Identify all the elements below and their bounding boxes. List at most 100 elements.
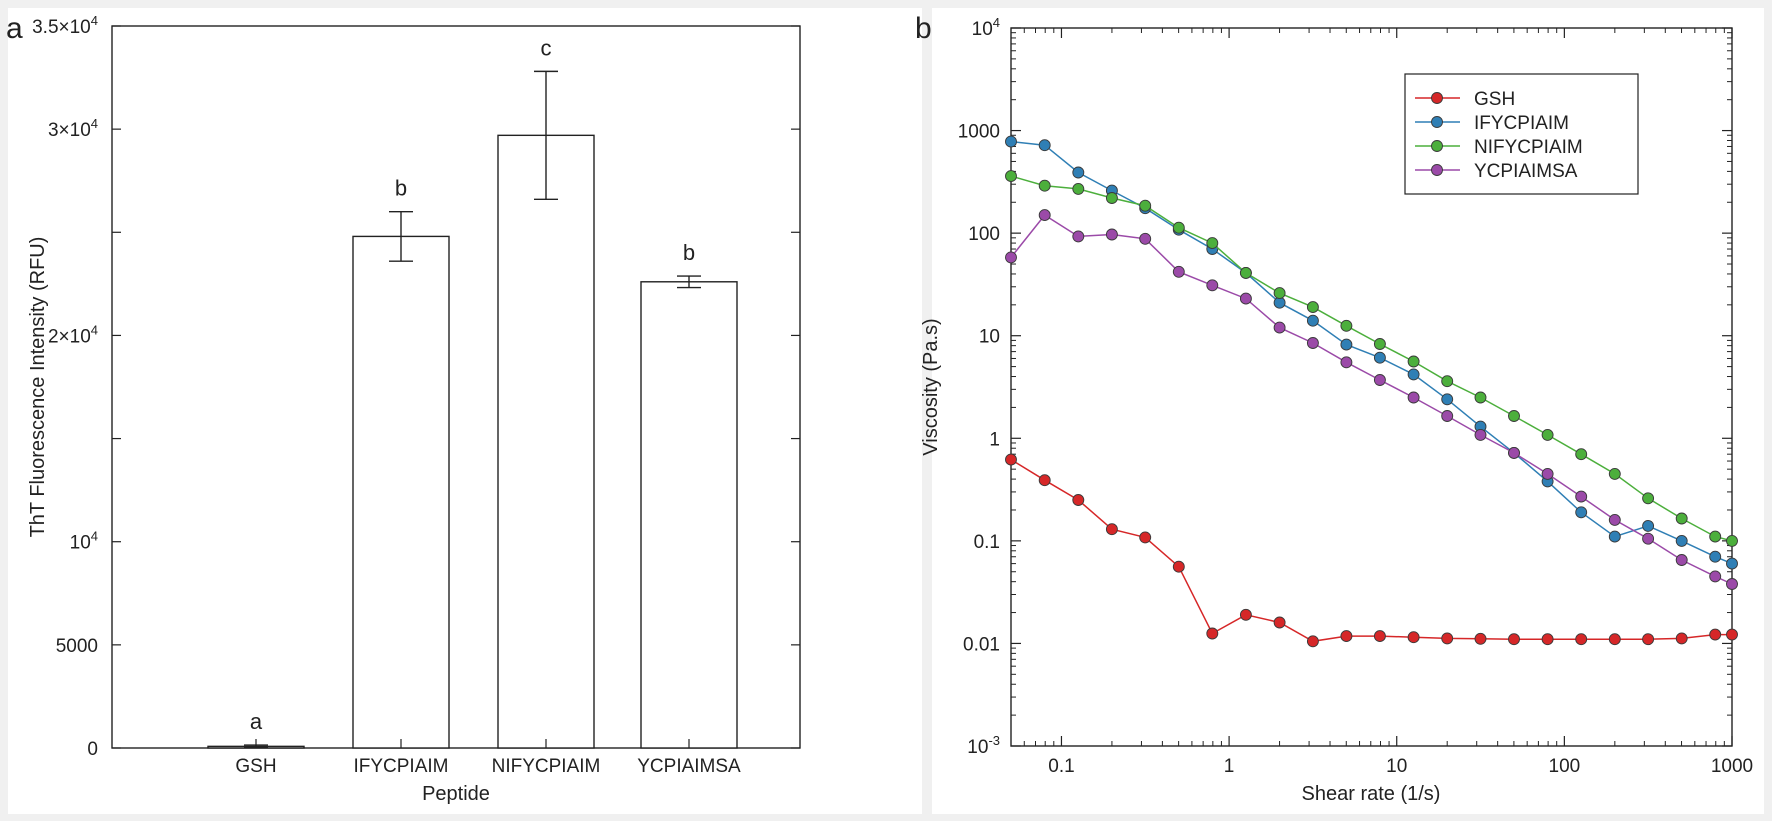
data-point (1306, 337, 1319, 349)
x-tick-label: YCPIAIMSA (637, 756, 741, 777)
data-point (1306, 314, 1319, 327)
data-point (1139, 232, 1152, 245)
legend-label: YCPIAIMSA (1474, 161, 1578, 182)
data-point (1373, 374, 1386, 386)
data-point (1038, 209, 1051, 222)
x-tick-label: 1 (1224, 756, 1235, 777)
data-point (1541, 467, 1554, 480)
data-point (1726, 578, 1738, 590)
significance-letter: b (395, 176, 407, 201)
data-point (1172, 265, 1185, 278)
y-tick-label: 0.01 (963, 634, 1000, 655)
data-point (1642, 519, 1655, 532)
legend-marker (1431, 116, 1443, 128)
legend-label: GSH (1474, 89, 1515, 110)
panel-a-background (8, 8, 922, 814)
x-tick-label: 10 (1386, 756, 1407, 777)
data-point (1038, 179, 1051, 192)
panel-a-label: a (6, 12, 23, 45)
data-point (1608, 530, 1621, 543)
legend-marker (1431, 140, 1443, 152)
y-tick-label: 5000 (56, 636, 98, 657)
data-point (1726, 628, 1738, 641)
significance-letter: b (683, 240, 695, 265)
data-point (1407, 631, 1420, 644)
data-point (1709, 628, 1722, 641)
data-point (1340, 338, 1353, 351)
y-tick-label: 10-3 (967, 733, 1000, 758)
data-point (1105, 523, 1118, 536)
data-point (1441, 393, 1454, 406)
viscosity-chart-frame (1010, 27, 1733, 747)
data-point (1709, 550, 1722, 563)
bar (640, 281, 738, 749)
viscosity-chart: 10-3 0.01 0.1 1 10 100 1000 104 0.1 1 10 100 1000 GS… (920, 15, 1753, 805)
x-tick-label: 100 (1549, 756, 1581, 777)
data-point (1608, 513, 1621, 526)
data-point (1726, 557, 1738, 570)
data-point (1206, 279, 1219, 292)
y-tick-label: 104 (972, 15, 1000, 40)
y-tick-label: 1000 (958, 122, 1000, 143)
data-point (1273, 616, 1286, 629)
data-point (1675, 632, 1688, 645)
data-point (1642, 633, 1655, 646)
data-point (1575, 506, 1588, 519)
data-point (1239, 292, 1252, 305)
data-point (1541, 428, 1554, 441)
data-point (1139, 199, 1152, 212)
data-point (1675, 512, 1688, 525)
data-point (1407, 368, 1420, 381)
x-tick-label: NIFYCPIAIM (492, 756, 601, 777)
data-point (1709, 570, 1722, 583)
data-point (1474, 632, 1487, 645)
data-point (1105, 228, 1118, 241)
data-point (1373, 338, 1386, 350)
y-tick-label: 3×104 (48, 116, 98, 141)
data-point (1508, 446, 1520, 459)
x-tick-label: 0.1 (1048, 756, 1074, 777)
data-point (1407, 355, 1420, 368)
data-point (1273, 321, 1286, 334)
viscosity-chart-legend: GSH IFYCPIAIM NIFYCPIAIM YCPIAIMSA (1404, 73, 1639, 195)
data-point (1541, 633, 1554, 646)
y-tick-label: 1 (989, 429, 1000, 450)
data-point (1306, 301, 1319, 314)
data-point (1508, 633, 1520, 646)
x-tick-label: 1000 (1711, 756, 1753, 777)
y-tick-label: 10 (979, 327, 1000, 348)
data-point (1206, 237, 1219, 250)
viscosity-chart-series (1005, 135, 1738, 648)
legend-label: NIFYCPIAIM (1474, 137, 1583, 158)
data-point (1441, 375, 1454, 388)
data-point (1072, 182, 1085, 195)
panel-b-label: b (915, 12, 932, 45)
bar (497, 134, 595, 749)
bar-chart-x-axis: GSH IFYCPIAIM NIFYCPIAIM YCPIAIMSA (235, 739, 741, 777)
y-tick-label: 0.1 (974, 532, 1000, 553)
bar (352, 235, 450, 749)
legend-marker (1431, 164, 1443, 176)
data-point (1608, 467, 1621, 480)
legend-box (1404, 73, 1639, 195)
y-tick-label: 100 (968, 224, 1000, 245)
viscosity-chart-axes: 10-3 0.01 0.1 1 10 100 1000 104 0.1 1 10 100 1000 (958, 15, 1753, 777)
data-point (1642, 532, 1655, 545)
data-point (1239, 608, 1252, 621)
data-point (1072, 494, 1085, 506)
legend-marker (1431, 92, 1443, 104)
data-point (1038, 139, 1051, 152)
significance-letter: a (250, 709, 263, 734)
panel-b-background (932, 8, 1764, 814)
bar-chart-y-axis: 0 5000 104 2×104 3×104 3.5×104 (32, 13, 800, 760)
data-point (1273, 287, 1286, 300)
data-point (1474, 428, 1487, 441)
data-point (1340, 319, 1353, 332)
data-point (1709, 530, 1722, 543)
bar-chart-x-label: Peptide (422, 783, 490, 805)
data-point (1038, 474, 1051, 487)
y-tick-label: 104 (70, 529, 98, 554)
data-point (1005, 170, 1017, 183)
